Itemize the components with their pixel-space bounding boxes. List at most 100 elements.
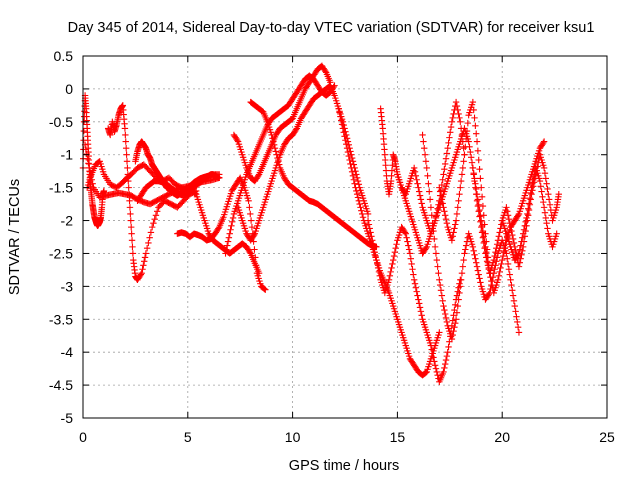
data-point: [348, 168, 356, 176]
data-point: [462, 143, 469, 151]
data-point: [455, 110, 462, 118]
data-point: [142, 250, 150, 257]
data-point: [151, 216, 158, 223]
data-point: [432, 250, 440, 257]
data-point: [373, 256, 380, 264]
data-point: [246, 248, 254, 256]
data-point: [483, 258, 491, 265]
data-point: [146, 234, 153, 241]
data-point: [408, 260, 415, 268]
data-point: [478, 193, 486, 201]
data-point: [364, 217, 372, 224]
data-point: [261, 285, 268, 293]
data-point: [343, 144, 351, 152]
data-point: [129, 250, 137, 257]
data-point: [274, 154, 281, 162]
data-point: [525, 206, 533, 214]
data-point: [495, 272, 503, 280]
data-point: [262, 286, 269, 293]
data-point: [509, 231, 516, 239]
data-point: [441, 160, 449, 168]
data-point: [509, 287, 516, 294]
data-point: [472, 184, 479, 191]
data-point: [475, 271, 482, 278]
data-point: [450, 312, 457, 319]
data-point: [355, 181, 363, 188]
data-point: [526, 194, 534, 202]
data-point: [366, 225, 373, 232]
data-point: [473, 191, 480, 198]
data-point: [443, 318, 451, 326]
data-point: [452, 316, 460, 323]
data-point: [470, 247, 477, 255]
data-point: [357, 204, 364, 211]
series-trace-7: [174, 174, 269, 293]
data-point: [449, 331, 456, 339]
x-tick-label: 5: [184, 429, 192, 445]
y-tick-label: -4.5: [49, 377, 73, 393]
data-point: [429, 219, 436, 227]
data-point: [252, 254, 259, 261]
data-point: [451, 225, 458, 232]
data-point: [456, 191, 463, 198]
data-point: [348, 164, 355, 172]
data-point: [339, 125, 347, 132]
data-point: [452, 98, 460, 106]
data-point: [372, 252, 379, 260]
series-trace-13: [364, 217, 464, 385]
data-point: [123, 158, 131, 165]
data-point: [411, 280, 419, 287]
data-point: [421, 151, 429, 158]
data-point: [436, 281, 444, 289]
data-point: [358, 207, 365, 214]
data-point: [412, 284, 420, 291]
data-point: [453, 102, 461, 110]
data-point: [478, 217, 485, 224]
data-point: [434, 372, 441, 379]
data-point: [358, 210, 366, 218]
data-point: [145, 239, 152, 247]
data-point: [518, 238, 525, 245]
data-point: [506, 271, 513, 278]
data-point: [272, 148, 280, 155]
series-trace-18: [469, 151, 562, 277]
data-point: [437, 287, 445, 294]
data-point: [451, 323, 458, 331]
data-point: [247, 210, 254, 218]
data-point: [392, 244, 399, 252]
data-point: [405, 246, 413, 253]
data-point: [389, 260, 396, 268]
data-point: [497, 264, 504, 272]
data-point: [445, 139, 452, 147]
series-trace-17: [436, 98, 548, 297]
data-point: [388, 264, 395, 272]
data-point: [353, 191, 361, 198]
y-tick-label: -2: [61, 213, 74, 229]
x-axis-label: GPS time / hours: [289, 458, 399, 474]
data-point: [418, 200, 425, 207]
data-point: [442, 356, 450, 364]
data-point: [100, 187, 108, 195]
data-point: [485, 291, 492, 298]
data-point: [410, 271, 417, 278]
data-point: [515, 250, 523, 257]
data-point: [413, 288, 420, 295]
data-point: [351, 180, 358, 187]
data-point: [454, 204, 461, 211]
data-point: [512, 247, 519, 255]
data-point: [475, 201, 482, 208]
data-point: [457, 177, 465, 185]
data-point: [124, 164, 131, 172]
data-point: [540, 204, 548, 211]
data-point: [496, 229, 503, 236]
data-point: [246, 204, 253, 211]
data-point: [407, 255, 415, 262]
data-point: [467, 148, 474, 156]
data-point: [447, 123, 455, 131]
data-point: [544, 185, 551, 193]
y-tick-label: -3: [61, 278, 74, 294]
data-point: [471, 251, 478, 258]
data-point: [504, 255, 511, 262]
data-point: [228, 222, 235, 230]
